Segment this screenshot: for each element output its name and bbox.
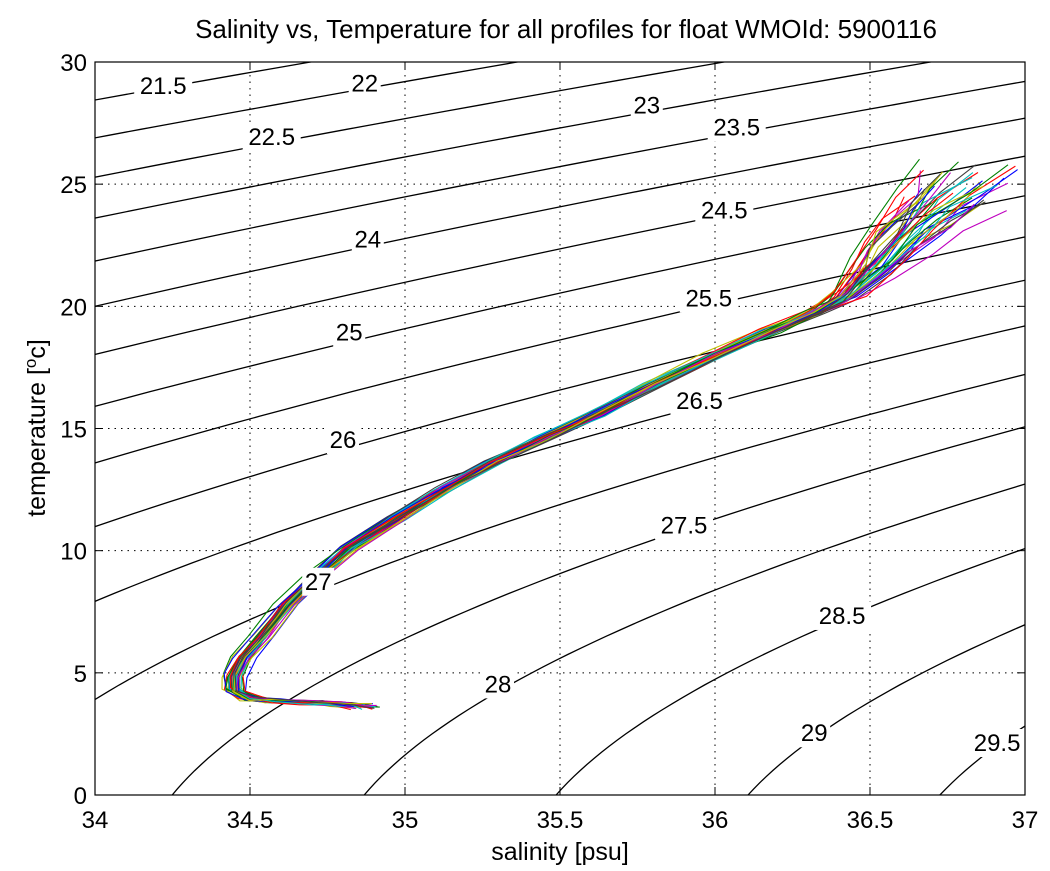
- contour-label-bg: [134, 71, 193, 100]
- x-tick-label: 37: [1012, 807, 1039, 834]
- contour-label-bg: [302, 567, 335, 596]
- contour-label: 26.5: [676, 388, 723, 415]
- density-contour-line: [555, 547, 1025, 795]
- profile-series: [233, 177, 973, 710]
- y-axis-label-main: temperature [: [23, 368, 51, 517]
- contour-label-bg: [348, 69, 381, 98]
- contour-labels: 21.5 22 22.5 23 23.5 24 24.5 25 25.5 26 26.5 27 27.5…: [134, 69, 1027, 758]
- x-tick-label: 36: [702, 807, 729, 834]
- contour-label-bg: [679, 284, 738, 313]
- contour-label-bg: [707, 113, 766, 142]
- axis-ticks: 34 34.5 35 35.5 36 36.5 37 0 5 10 15 20 25 30: [60, 50, 1038, 834]
- contour-label-bg: [327, 426, 359, 455]
- contour-label: 27: [305, 569, 332, 596]
- density-contour-line: [95, 373, 1025, 701]
- y-tick-label: 0: [74, 783, 87, 810]
- density-contour-line: [95, 62, 935, 219]
- contour-label: 29.5: [974, 730, 1021, 757]
- contour-label: 23.5: [713, 114, 760, 141]
- y-axis-label: temperature [oc]: [21, 339, 51, 517]
- contour-label-bg: [968, 729, 1027, 758]
- contour-label: 29: [801, 720, 828, 747]
- chart-title: Salinity vs, Temperature for all profile…: [195, 14, 937, 44]
- contour-label-bg: [695, 196, 754, 225]
- contour-label: 26: [330, 427, 357, 454]
- contour-label: 24.5: [701, 197, 748, 224]
- contour-label: 21.5: [140, 73, 187, 100]
- y-axis-label-tail: c]: [23, 339, 51, 358]
- density-contour-line: [95, 117, 1025, 307]
- contour-label-bg: [798, 719, 831, 748]
- contour-label-bg: [333, 318, 366, 347]
- x-tick-label: 35.5: [537, 807, 584, 834]
- x-tick-label: 36.5: [847, 807, 894, 834]
- y-tick-label: 10: [60, 539, 87, 566]
- density-contour-line: [747, 624, 1025, 795]
- contour-label-bg: [482, 670, 514, 699]
- y-tick-label: 5: [74, 661, 87, 688]
- contour-label: 27.5: [661, 513, 708, 540]
- profiles: [221, 158, 1018, 711]
- x-tick-label: 34.5: [227, 807, 274, 834]
- contour-label: 22.5: [248, 124, 295, 151]
- contour-label-bg: [655, 511, 713, 540]
- x-tick-label: 34: [82, 807, 109, 834]
- contour-label: 28: [485, 671, 512, 698]
- density-contour-line: [95, 279, 1025, 528]
- contour-label: 24: [354, 227, 381, 254]
- density-contour-line: [95, 236, 1025, 464]
- y-tick-label: 15: [60, 417, 87, 444]
- x-axis-label: salinity [psu]: [491, 838, 629, 866]
- profile-series: [234, 173, 941, 709]
- y-axis-label-superscript: o: [21, 359, 40, 368]
- contour-label: 28.5: [819, 603, 866, 630]
- contour-label-bg: [242, 123, 301, 152]
- y-tick-label: 30: [60, 50, 87, 77]
- density-contour-line: [95, 155, 1025, 356]
- contour-label: 25.5: [685, 285, 732, 312]
- profile-series: [233, 179, 936, 705]
- y-tick-label: 20: [60, 294, 87, 321]
- density-contour-line: [95, 80, 1025, 262]
- y-tick-label: 25: [60, 172, 87, 199]
- x-tick-label: 35: [392, 807, 419, 834]
- contour-label-bg: [351, 225, 384, 254]
- contour-label: 25: [336, 320, 363, 347]
- contour-label: 23: [633, 92, 660, 119]
- contour-label-bg: [630, 91, 663, 120]
- density-contour-line: [95, 325, 1025, 603]
- contour-label: 22: [351, 70, 378, 97]
- grid: [95, 62, 1025, 795]
- contour-label-bg: [813, 601, 872, 630]
- contour-label-bg: [670, 386, 729, 415]
- density-contour-line: [95, 62, 728, 178]
